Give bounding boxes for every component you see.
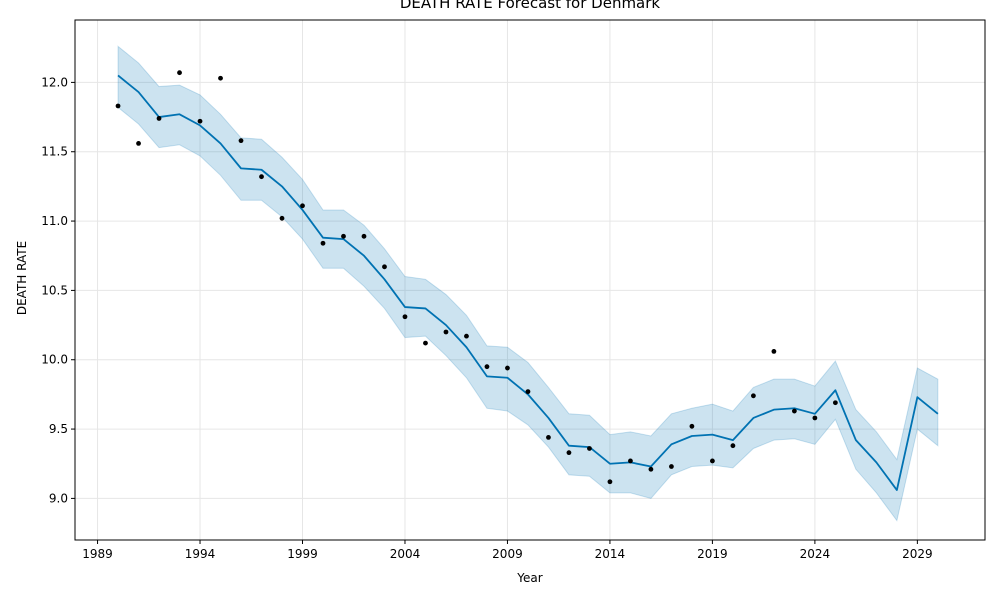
observed-point	[402, 314, 408, 320]
observed-point	[197, 118, 203, 124]
x-tick-label: 2014	[595, 547, 626, 561]
observed-point	[628, 458, 633, 464]
x-axis-label: Year	[516, 571, 542, 585]
forecast-series	[117, 74, 939, 491]
observed-point	[484, 364, 490, 370]
x-tick-label: 1999	[287, 547, 318, 561]
x-tick-label: 2019	[697, 547, 728, 561]
observed-point	[566, 450, 572, 456]
y-tick-label: 12.0	[41, 75, 68, 89]
uncertainty-interval	[117, 45, 939, 522]
observed-point	[689, 423, 695, 429]
observed-point	[341, 233, 346, 239]
observed-point	[587, 446, 592, 451]
y-tick-label: 10.5	[41, 283, 68, 297]
observed-point	[423, 340, 428, 346]
observed-point	[607, 479, 613, 485]
observed-point	[812, 415, 818, 421]
chart-title: DEATH RATE Forecast for Denmark	[400, 0, 661, 12]
y-tick-label: 11.5	[41, 145, 68, 159]
y-axis-label: DEATH RATE	[15, 241, 29, 315]
observed-point	[546, 434, 551, 440]
observed-point	[361, 233, 367, 239]
grid	[75, 20, 985, 540]
plot-frame	[74, 19, 986, 541]
y-tick-label: 9.5	[49, 422, 68, 436]
forecast-line	[117, 74, 939, 491]
uncertainty-band	[117, 45, 939, 522]
observed-point	[669, 464, 674, 469]
y-tick-label: 10.0	[41, 353, 68, 367]
axes: 1989 1994 1999 2004 2009 2014 2019 2024 2029 9.0 9…	[41, 19, 986, 561]
x-tick-label: 2009	[492, 547, 523, 561]
observed-point	[300, 203, 305, 209]
observed-point	[791, 408, 797, 414]
observed-point	[464, 333, 469, 339]
x-tick-label: 1994	[185, 547, 216, 561]
y-tick-label: 9.0	[49, 491, 68, 505]
observed-point	[443, 329, 449, 335]
observed-point	[115, 103, 121, 109]
observed-point	[710, 458, 715, 464]
observed-point	[259, 174, 264, 180]
observed-point	[238, 138, 244, 144]
observed-point	[156, 116, 162, 121]
x-tick-label: 2004	[390, 547, 421, 561]
observed-point	[320, 240, 326, 246]
observed-point	[525, 389, 531, 395]
x-tick-label: 2024	[800, 547, 831, 561]
observed-point	[136, 141, 141, 146]
observed-point	[177, 70, 182, 76]
observed-point	[648, 466, 654, 472]
observed-point	[771, 349, 777, 354]
y-tick-label: 11.0	[41, 214, 68, 228]
observed-point	[218, 75, 223, 81]
observed-point	[832, 400, 838, 406]
observed-point	[751, 393, 756, 399]
x-tick-label: 2029	[902, 547, 933, 561]
x-tick-label: 1989	[82, 547, 113, 561]
observed-point	[505, 365, 510, 371]
observed-point	[730, 443, 736, 449]
observed-point	[382, 264, 387, 270]
observed-points	[115, 70, 838, 485]
observed-point	[279, 215, 285, 221]
